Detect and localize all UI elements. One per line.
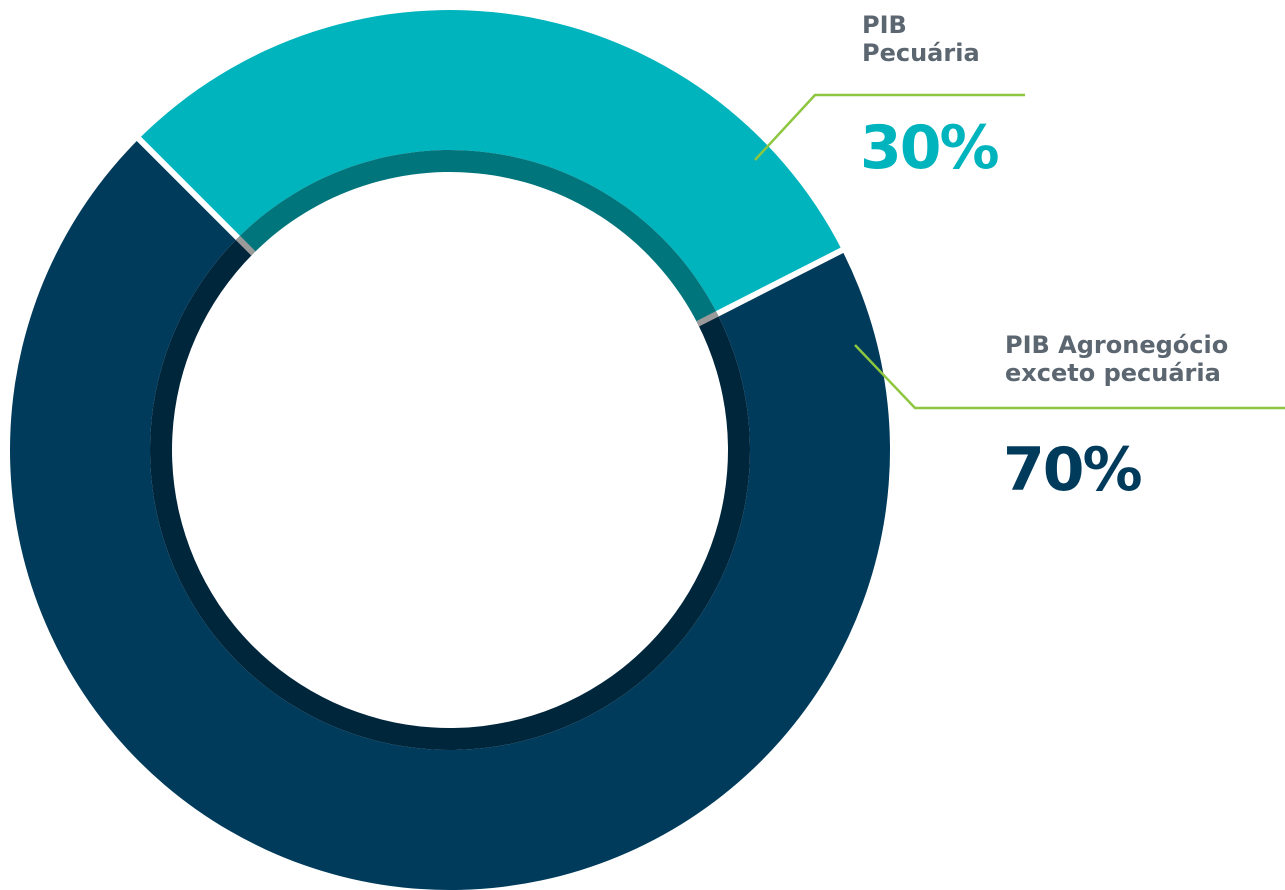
value-label: 30% xyxy=(860,113,1000,183)
category-label: PIB Pecuária xyxy=(862,11,980,67)
donut-segment-inner-band xyxy=(237,150,718,324)
segment-separator xyxy=(135,135,240,240)
leader-line xyxy=(754,93,1025,161)
donut-segment xyxy=(138,10,843,314)
donut-segment-inner-band xyxy=(149,237,750,751)
segment-separator-inner xyxy=(235,235,256,256)
segment-separator xyxy=(715,246,846,317)
leader-line xyxy=(854,344,1285,410)
donut-segment xyxy=(9,138,890,890)
category-label: PIB Agronegócio exceto pecuária xyxy=(1005,331,1229,387)
segment-separator-inner xyxy=(696,311,719,327)
value-label: 70% xyxy=(1003,435,1143,505)
